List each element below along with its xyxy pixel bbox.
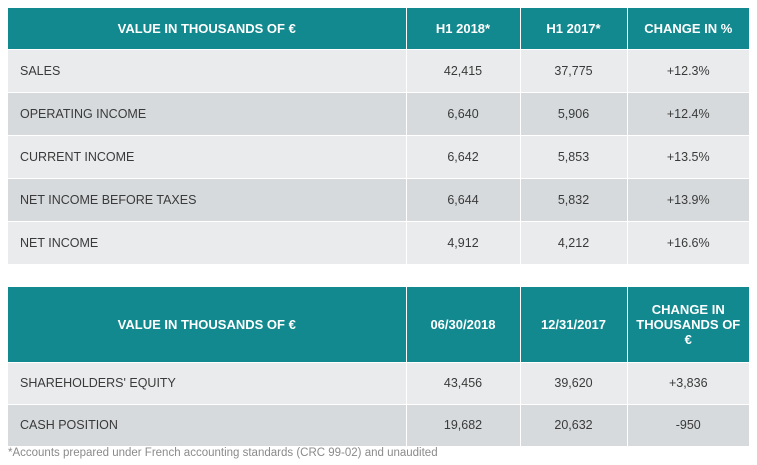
column-header-2018-06-30: 06/30/2018 xyxy=(405,287,520,362)
column-header-2017-12-31: 12/31/2017 xyxy=(519,287,627,362)
cell-change: +12.3% xyxy=(626,49,749,92)
column-header-h1-2017: H1 2017* xyxy=(519,8,627,49)
table-header-row: VALUE IN THOUSANDS OF € H1 2018* H1 2017… xyxy=(8,8,749,49)
table-row: NET INCOME BEFORE TAXES 6,644 5,832 +13.… xyxy=(8,178,749,221)
table-row: CASH POSITION 19,682 20,632 -950 xyxy=(8,404,749,446)
cell-value: 19,682 xyxy=(405,404,520,446)
cell-change: +3,836 xyxy=(626,362,749,404)
cell-value: 37,775 xyxy=(519,49,627,92)
cell-value: 4,912 xyxy=(405,221,520,264)
column-header-label: VALUE IN THOUSANDS OF € xyxy=(8,8,406,49)
row-label: NET INCOME BEFORE TAXES xyxy=(8,178,406,221)
table-row: OPERATING INCOME 6,640 5,906 +12.4% xyxy=(8,92,749,135)
table-row: NET INCOME 4,912 4,212 +16.6% xyxy=(8,221,749,264)
cell-value: 6,640 xyxy=(405,92,520,135)
cell-change: +16.6% xyxy=(626,221,749,264)
cell-change: -950 xyxy=(626,404,749,446)
cell-value: 6,642 xyxy=(405,135,520,178)
balance-table: VALUE IN THOUSANDS OF € 06/30/2018 12/31… xyxy=(8,287,749,446)
footnote: *Accounts prepared under French accounti… xyxy=(8,447,438,459)
row-label: CURRENT INCOME xyxy=(8,135,406,178)
cell-value: 39,620 xyxy=(519,362,627,404)
cell-change: +13.5% xyxy=(626,135,749,178)
row-label: CASH POSITION xyxy=(8,404,406,446)
income-table: VALUE IN THOUSANDS OF € H1 2018* H1 2017… xyxy=(8,8,749,264)
column-header-change-thousands: CHANGE IN THOUSANDS OF € xyxy=(626,287,749,362)
cell-value: 6,644 xyxy=(405,178,520,221)
table-header-row: VALUE IN THOUSANDS OF € 06/30/2018 12/31… xyxy=(8,287,749,362)
row-label: SHAREHOLDERS' EQUITY xyxy=(8,362,406,404)
table-row: SHAREHOLDERS' EQUITY 43,456 39,620 +3,83… xyxy=(8,362,749,404)
cell-value: 5,832 xyxy=(519,178,627,221)
row-label: NET INCOME xyxy=(8,221,406,264)
table-row: CURRENT INCOME 6,642 5,853 +13.5% xyxy=(8,135,749,178)
table-row: SALES 42,415 37,775 +12.3% xyxy=(8,49,749,92)
cell-value: 5,906 xyxy=(519,92,627,135)
cell-change: +12.4% xyxy=(626,92,749,135)
column-header-h1-2018: H1 2018* xyxy=(405,8,520,49)
column-header-label: VALUE IN THOUSANDS OF € xyxy=(8,287,406,362)
column-header-change-pct: CHANGE IN % xyxy=(626,8,749,49)
cell-value: 42,415 xyxy=(405,49,520,92)
cell-value: 43,456 xyxy=(405,362,520,404)
cell-value: 4,212 xyxy=(519,221,627,264)
cell-value: 5,853 xyxy=(519,135,627,178)
row-label: SALES xyxy=(8,49,406,92)
row-label: OPERATING INCOME xyxy=(8,92,406,135)
cell-change: +13.9% xyxy=(626,178,749,221)
cell-value: 20,632 xyxy=(519,404,627,446)
